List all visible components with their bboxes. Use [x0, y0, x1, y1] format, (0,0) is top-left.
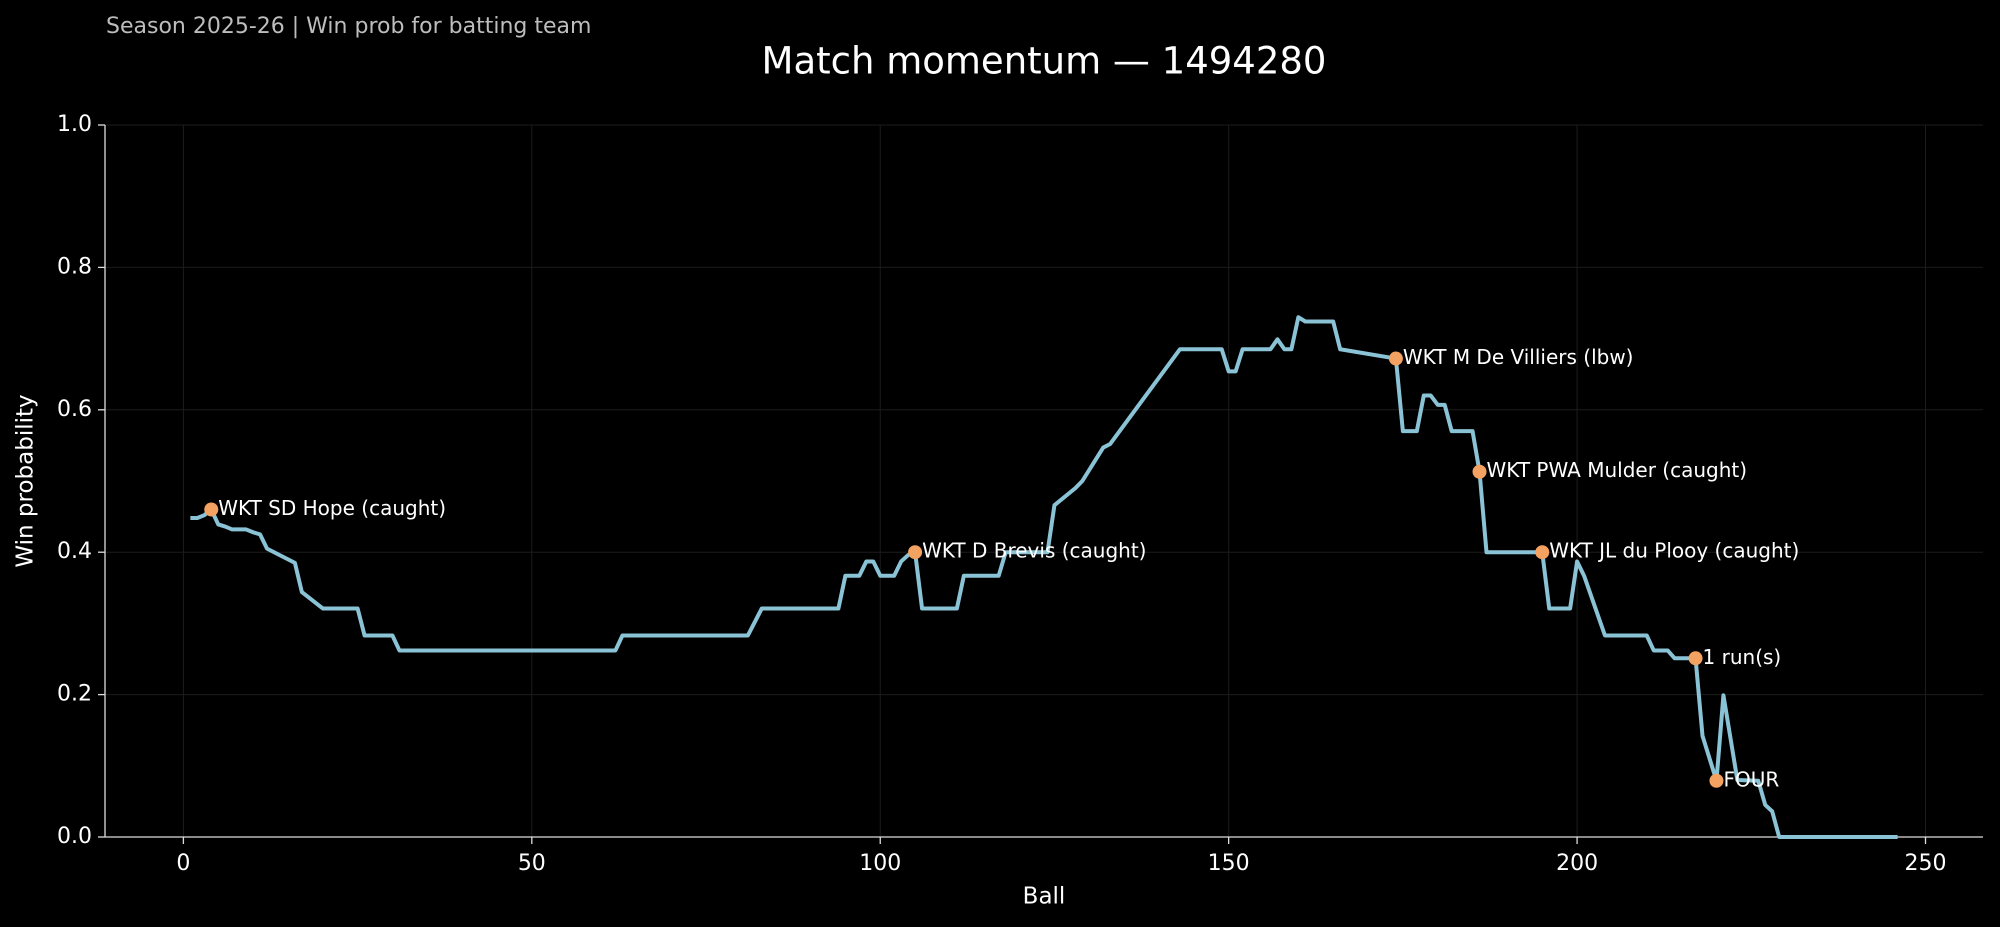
event-marker — [1388, 351, 1403, 366]
y-tick-label: 0.4 — [57, 539, 92, 564]
event-label: WKT D Brevis (caught) — [922, 539, 1146, 563]
y-tick-label: 0.6 — [57, 397, 92, 422]
event-label: WKT JL du Plooy (caught) — [1549, 539, 1799, 563]
x-tick-label: 50 — [518, 851, 546, 876]
x-tick-label: 100 — [859, 851, 901, 876]
series-line — [190, 315, 1898, 839]
event-label: 1 run(s) — [1703, 645, 1782, 669]
x-tick-label: 250 — [1905, 851, 1947, 876]
y-tick-label: 0.2 — [57, 682, 92, 707]
x-tick-label: 150 — [1208, 851, 1250, 876]
y-tick-label: 0.0 — [57, 824, 92, 849]
chart-subtitle: Season 2025-26 | Win prob for batting te… — [106, 14, 591, 39]
event-label: FOUR — [1723, 767, 1779, 791]
chart-title: Match momentum — 1494280 — [762, 40, 1327, 83]
event-label: WKT SD Hope (caught) — [218, 496, 446, 520]
x-axis-label: Ball — [1023, 884, 1066, 910]
event-marker — [908, 545, 923, 560]
event-marker — [1535, 545, 1550, 560]
y-tick-label: 0.8 — [57, 254, 92, 279]
x-tick-label: 200 — [1556, 851, 1598, 876]
event-label: WKT PWA Mulder (caught) — [1487, 458, 1748, 482]
event-label: WKT M De Villiers (lbw) — [1403, 345, 1634, 369]
y-tick-label: 1.0 — [57, 112, 92, 137]
y-axis-label: Win probability — [13, 394, 39, 567]
event-marker — [1709, 773, 1724, 788]
x-tick-label: 0 — [176, 851, 190, 876]
event-marker — [204, 502, 219, 517]
event-marker — [1472, 464, 1487, 479]
event-marker — [1688, 651, 1703, 666]
